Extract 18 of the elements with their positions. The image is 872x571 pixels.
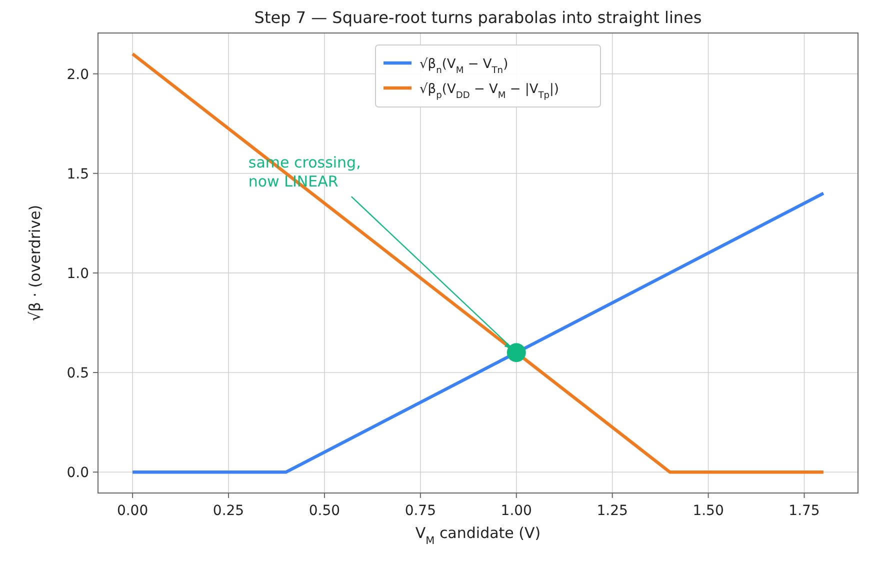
y-tick-label: 1.0 xyxy=(66,266,89,282)
y-tick-label: 1.5 xyxy=(66,166,89,182)
y-tick-label: 0.0 xyxy=(66,465,89,482)
x-tick-label: 1.25 xyxy=(596,503,628,519)
x-tick-label: 0.00 xyxy=(116,503,148,519)
legend-label: √β$_{n}$(V$_{M}$ − V$_{Tn}$) xyxy=(420,57,508,76)
x-tick-label: 0.75 xyxy=(404,503,436,519)
y-tick-label: 2.0 xyxy=(66,66,89,83)
x-tick-label: 1.00 xyxy=(500,503,532,519)
x-axis-title: V$_{M}$ candidate (V) xyxy=(415,524,541,547)
text: √β$_{p}$(V$_{DD}$ − V$_{M}$ − |V$_{Tp}$|) xyxy=(420,82,559,101)
x-tick-label: 0.50 xyxy=(308,503,340,519)
y-tick-label: 0.5 xyxy=(66,366,89,382)
x-tick-label: 1.50 xyxy=(692,503,724,519)
x-tick-label: 0.25 xyxy=(212,503,244,519)
x-tick-label: 1.75 xyxy=(788,503,820,519)
y-axis-title: √β · (overdrive) xyxy=(26,204,44,322)
chart-title: Step 7 — Square-root turns parabolas into straight lines xyxy=(254,8,702,27)
